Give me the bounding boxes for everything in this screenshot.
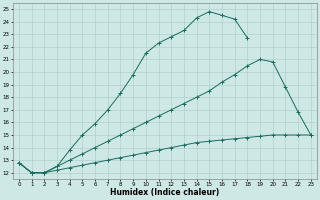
X-axis label: Humidex (Indice chaleur): Humidex (Indice chaleur) [110,188,220,197]
